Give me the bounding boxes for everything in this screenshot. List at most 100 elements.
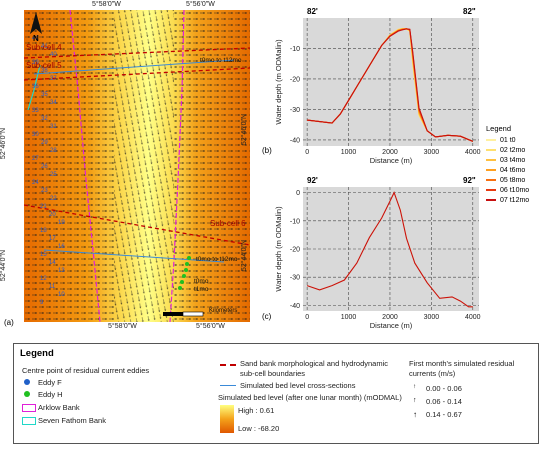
legend-label: 04 t6mo [500,166,526,174]
y-tick-label: -30 [290,275,300,282]
x-tick-label: 1000 [341,314,357,321]
profile-legend-item: 01 t0 [486,135,546,145]
point-number-label: 34 [50,100,57,106]
point-number-label: 12 [40,276,47,282]
subcell-label: Sub-cell 6 [210,219,246,228]
profile-legend-item: 03 t4mo [486,155,546,165]
point-number-label: 20 [49,212,56,218]
series-line [307,28,474,142]
point-number-label: 14 [49,260,56,266]
x-tick-label: 3000 [424,149,440,156]
point-number-label: 37 [50,76,57,82]
point-number-label: 32 [41,116,48,122]
north-label: N [33,34,39,43]
scale-bar [163,311,204,317]
legend-swatch [486,199,496,201]
y-tick-label: -20 [290,76,300,83]
current-class-label: 0.00 - 0.06 [426,384,462,393]
point-number-label: 19 [58,220,65,226]
y-axis-label: Water depth (m ODMalin) [274,39,283,125]
lon-label-bottom: 5°58'0"W [108,323,137,330]
bed-level-title: Simulated bed level (after one lunar mon… [218,393,402,402]
point-number-label: 15 [40,252,47,258]
seven-fathom-swatch [22,417,36,425]
legend-swatch [486,169,496,171]
arklow-label: Arklow Bank [38,403,80,412]
point-number-label: 35 [41,92,48,98]
legend-swatch [486,139,496,141]
legend-label: 01 t0 [500,136,516,144]
arklow-bank-outline [69,10,101,322]
legend-label: 02 t2mo [500,146,526,154]
x-tick-label: 0 [305,149,309,156]
scale-label: Kilometers [209,308,238,314]
eddy-f-marker [24,379,30,385]
eddy-annotation: t0mo to t12mo [200,57,242,64]
lon-label-bottom: 5°56'0"W [196,323,225,330]
lon-label-top: 5°58'0"W [92,1,121,8]
subcell-label: Sub-cell 5 [26,61,62,70]
point-number-label: 28 [50,148,57,154]
currents-title: First month's simulated residual current… [409,359,515,378]
cross-section-swatch [220,385,236,386]
eddy-f-label: Eddy F [38,378,62,387]
north-arrow-icon [30,12,42,34]
boundary-swatch [220,364,236,366]
point-number-label: 29 [41,140,48,146]
profile-label-left: 92' [307,176,318,185]
y-tick-label: -20 [290,247,300,254]
subcell-label: Sub-cell 4 [26,43,62,52]
subcell-boundary [24,67,250,81]
lon-label-top: 5°56'0"W [186,1,215,8]
arklow-swatch [22,404,36,412]
bed-low-label: Low : -68.20 [238,424,280,433]
x-tick-label: 0 [305,314,309,321]
current-class-label: 0.14 - 0.67 [426,410,462,419]
eddy-annotation: t0mo [194,278,209,285]
profile-legend: Legend 01 t0 02 t2mo 03 t4mo 04 t6mo 05 t8mo… [486,124,546,205]
point-number-label: 16 [58,244,65,250]
point-number-label: 40 [50,52,57,58]
point-number-label: 13 [58,268,65,274]
y-tick-label: -40 [290,303,300,310]
point-number-label: 22 [50,196,57,202]
current-arrow-medium-icon: ↑ [413,397,417,404]
point-number-label: 36 [32,84,39,90]
profile-legend-title: Legend [486,124,512,133]
map-legend: Legend Centre point of residual current … [13,343,539,444]
legend-title: Legend [20,348,54,359]
seven-fathom-label: Seven Fathom Bank [38,416,106,425]
profile-legend-item: 05 t8mo [486,175,546,185]
y-tick-label: -30 [290,107,300,114]
x-tick-label: 4000 [465,314,481,321]
y-tick-label: 0 [296,190,300,197]
y-axis-label: Water depth (m ODMalin) [274,206,283,292]
current-arrow-small-icon: ↑ [413,384,416,390]
eddy-h-label: Eddy H [38,390,63,399]
eddy-h-marker [24,391,30,397]
x-tick-label: 4000 [465,149,481,156]
profile-legend-item: 04 t6mo [486,165,546,175]
legend-label: 03 t4mo [500,156,526,164]
bed-high-label: High : 0.61 [238,406,275,415]
x-axis-label: Distance (m) [370,321,413,330]
legend-swatch [486,179,496,181]
profile-label-right: 82" [463,7,476,16]
profile-legend-item: 02 t2mo [486,145,546,155]
current-arrow-large-icon: ↑ [413,410,417,419]
cross-section-label: Simulated bed level cross-sections [240,381,356,390]
eddy-annotation: t0mo to t12mo [196,256,238,263]
current-class-label: 0.06 - 0.14 [426,397,462,406]
profile-legend-item: 07 t12mo [486,195,546,205]
subcell-boundary [24,204,250,246]
point-number-label: 27 [32,156,39,162]
legend-swatch [486,149,496,151]
panel-label-a: (a) [4,318,14,327]
profile-label-left: 82' [307,7,318,16]
plot-area [303,18,479,146]
profile-label-right: 92" [463,176,476,185]
point-number-label: 25 [50,172,57,178]
point-number-label: 31 [50,124,57,130]
point-number-label: 26 [41,164,48,170]
